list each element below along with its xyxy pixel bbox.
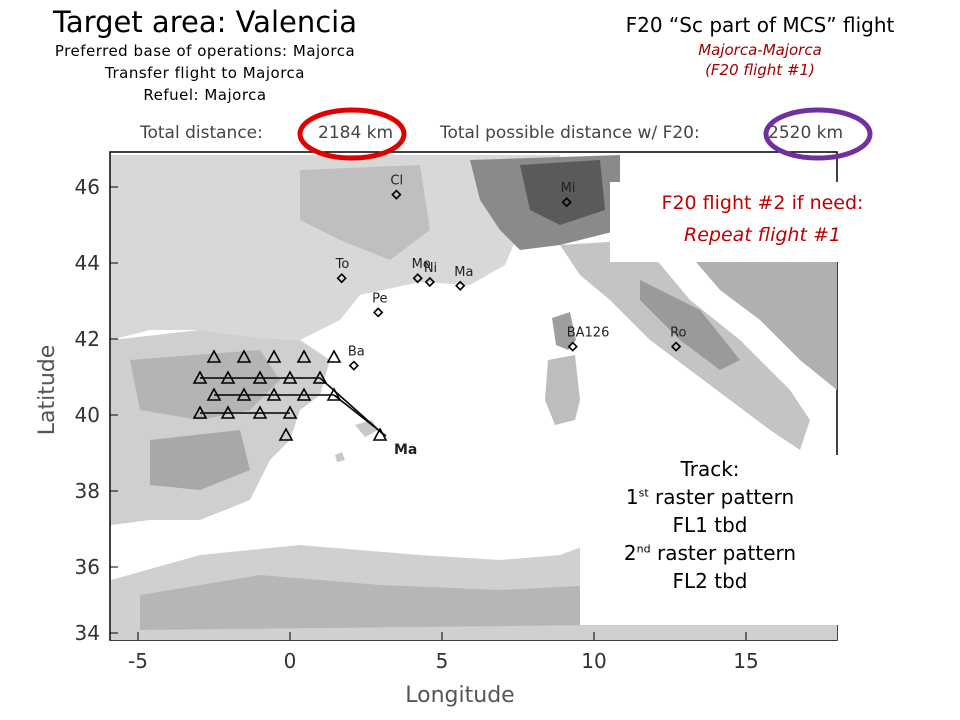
city-marker — [670, 341, 682, 352]
city-marker — [412, 273, 423, 284]
city-marker — [567, 341, 578, 352]
waypoint-triangle — [278, 427, 294, 441]
track-pattern-1: raster pattern — [648, 485, 795, 509]
track-line-2: FL1 tbd — [672, 513, 748, 537]
city-marker — [424, 276, 435, 288]
page-title: Target area: Valencia — [52, 5, 357, 39]
raster-pattern — [192, 349, 388, 441]
track-ordinal-suffix-1: st — [638, 486, 649, 500]
transfer-flight-line: Transfer flight to Majorca — [105, 64, 305, 82]
base-label: Ma — [394, 442, 417, 458]
city-label: Ba — [348, 345, 365, 360]
flight-info-block: F20 “Sc part of MCS” flight Majorca-Majo… — [560, 10, 960, 80]
city-label: BA126 — [567, 326, 610, 341]
city-label: Ro — [670, 326, 686, 341]
track-line — [333, 394, 387, 437]
possible-distance-label: Total possible distance w/ F20: — [439, 123, 700, 143]
flight2-note: F20 flight #2 if need: Repeat flight #1 — [610, 182, 915, 262]
city-label: Pe — [372, 291, 387, 306]
city-marker — [455, 280, 466, 291]
waypoint-triangle — [266, 349, 282, 363]
y-tick-label: 34 — [75, 621, 100, 645]
city-label: Ma — [454, 265, 473, 280]
flight-note: (F20 flight #1) — [705, 61, 815, 79]
y-axis-title: Latitude — [35, 345, 60, 436]
city-marker — [336, 273, 347, 284]
total-distance-label: Total distance: — [139, 123, 263, 143]
x-axis-title: Longitude — [405, 683, 514, 708]
y-axis: 46 44 42 40 38 36 34 Latitude — [35, 175, 118, 645]
city-label: Mo — [412, 257, 431, 272]
x-tick-label: 5 — [436, 649, 449, 673]
y-tick-label: 46 — [75, 175, 100, 199]
track-ordinal-1: 1 — [625, 485, 639, 509]
x-tick-label: 0 — [284, 649, 297, 673]
x-axis: -5 0 5 10 15 Longitude — [128, 632, 759, 708]
flight-title: F20 “Sc part of MCS” flight — [625, 13, 895, 37]
x-tick-label: 10 — [581, 649, 606, 673]
total-distance-value: 2184 km — [318, 123, 393, 143]
city-marker — [391, 189, 402, 200]
y-tick-label: 36 — [75, 555, 100, 579]
track-description: Track: 1st raster pattern FL1 tbd 2nd ra… — [580, 455, 840, 625]
flight2-line2: Repeat flight #1 — [684, 224, 841, 246]
target-area-block: Target area: Valencia Preferred base of … — [0, 0, 410, 106]
track-line-3: 2nd raster pattern — [580, 539, 840, 567]
x-tick-label: 15 — [733, 649, 758, 673]
city-label: Ni — [424, 261, 437, 276]
city-label: Cl — [390, 174, 403, 189]
track-line-1: 1st raster pattern — [580, 483, 840, 511]
track-ordinal-suffix-2: nd — [636, 542, 651, 556]
y-tick-label: 38 — [75, 479, 100, 503]
possible-distance-highlight — [763, 107, 873, 161]
track-pattern-2: raster pattern — [650, 541, 797, 565]
y-tick-label: 40 — [75, 403, 100, 427]
city-marker — [561, 197, 572, 208]
flight2-line1: F20 flight #2 if need: — [661, 192, 864, 214]
city-marker — [373, 307, 384, 318]
city-label: Mi — [561, 181, 576, 196]
waypoint-triangle — [326, 349, 342, 363]
y-tick-label: 44 — [75, 251, 100, 275]
track-heading: Track: — [680, 457, 740, 481]
waypoint-triangle — [236, 349, 252, 363]
waypoint-triangle — [296, 349, 312, 363]
total-distance-highlight — [297, 107, 407, 161]
y-tick-label: 42 — [75, 327, 100, 351]
track-line-4: FL2 tbd — [672, 569, 748, 593]
track-ordinal-2: 2 — [623, 541, 637, 565]
city-marker — [348, 360, 359, 371]
city-label: To — [335, 257, 350, 272]
flight-route: Majorca-Majorca — [698, 41, 822, 59]
refuel-line: Refuel: Majorca — [143, 86, 267, 104]
waypoint-triangle — [206, 349, 222, 363]
possible-distance-value: 2520 km — [768, 123, 843, 143]
x-tick-label: -5 — [128, 649, 148, 673]
base-of-operations-line: Preferred base of operations: Majorca — [54, 42, 356, 60]
